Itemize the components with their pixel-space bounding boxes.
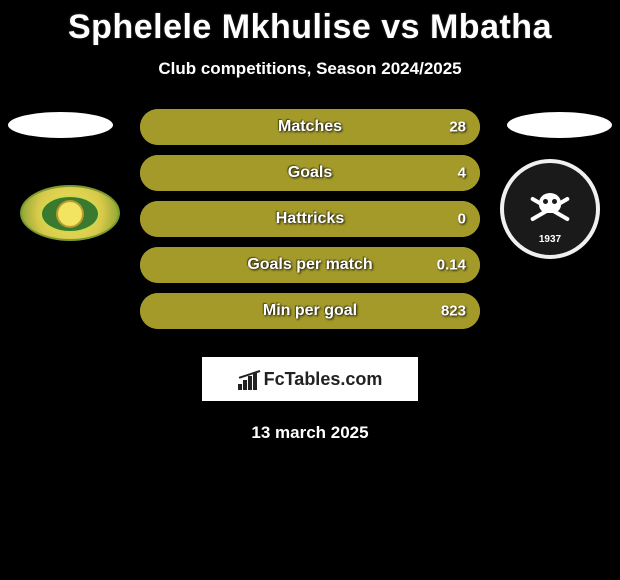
team-badge-left <box>20 185 120 241</box>
stat-value-right: 0 <box>458 211 466 228</box>
date-label: 13 march 2025 <box>0 423 620 443</box>
team-badge-right: 1937 <box>500 159 600 259</box>
stat-value-right: 28 <box>449 119 466 136</box>
sundowns-badge-inner <box>40 195 100 233</box>
player-slot-right <box>507 112 612 138</box>
stat-row: Matches 28 <box>140 109 480 145</box>
stat-value-right: 4 <box>458 165 466 182</box>
page-title: Sphelele Mkhulise vs Mbatha <box>0 8 620 47</box>
stat-label: Min per goal <box>263 302 357 320</box>
stat-label: Matches <box>278 118 342 136</box>
branding-text: FcTables.com <box>264 369 383 390</box>
stat-label: Hattricks <box>276 210 344 228</box>
player-slot-left <box>8 112 113 138</box>
stat-row: Goals 4 <box>140 155 480 191</box>
sun-icon <box>58 202 82 226</box>
skull-crossbones-icon <box>530 189 570 229</box>
branding-box: FcTables.com <box>202 357 418 401</box>
stat-label: Goals <box>288 164 332 182</box>
stat-row: Goals per match 0.14 <box>140 247 480 283</box>
stat-value-right: 0.14 <box>437 257 466 274</box>
badge-year: 1937 <box>504 234 596 245</box>
subtitle: Club competitions, Season 2024/2025 <box>0 59 620 79</box>
comparison-card: Sphelele Mkhulise vs Mbatha Club competi… <box>0 0 620 443</box>
stat-row: Hattricks 0 <box>140 201 480 237</box>
chart-icon <box>238 368 260 390</box>
stat-value-right: 823 <box>441 303 466 320</box>
stat-label: Goals per match <box>247 256 372 274</box>
stats-list: Matches 28 Goals 4 Hattricks 0 Goals per match… <box>140 109 480 339</box>
stat-row: Min per goal 823 <box>140 293 480 329</box>
main-area: 1937 Matches 28 Goals 4 Hattricks 0 Goals per … <box>0 109 620 339</box>
